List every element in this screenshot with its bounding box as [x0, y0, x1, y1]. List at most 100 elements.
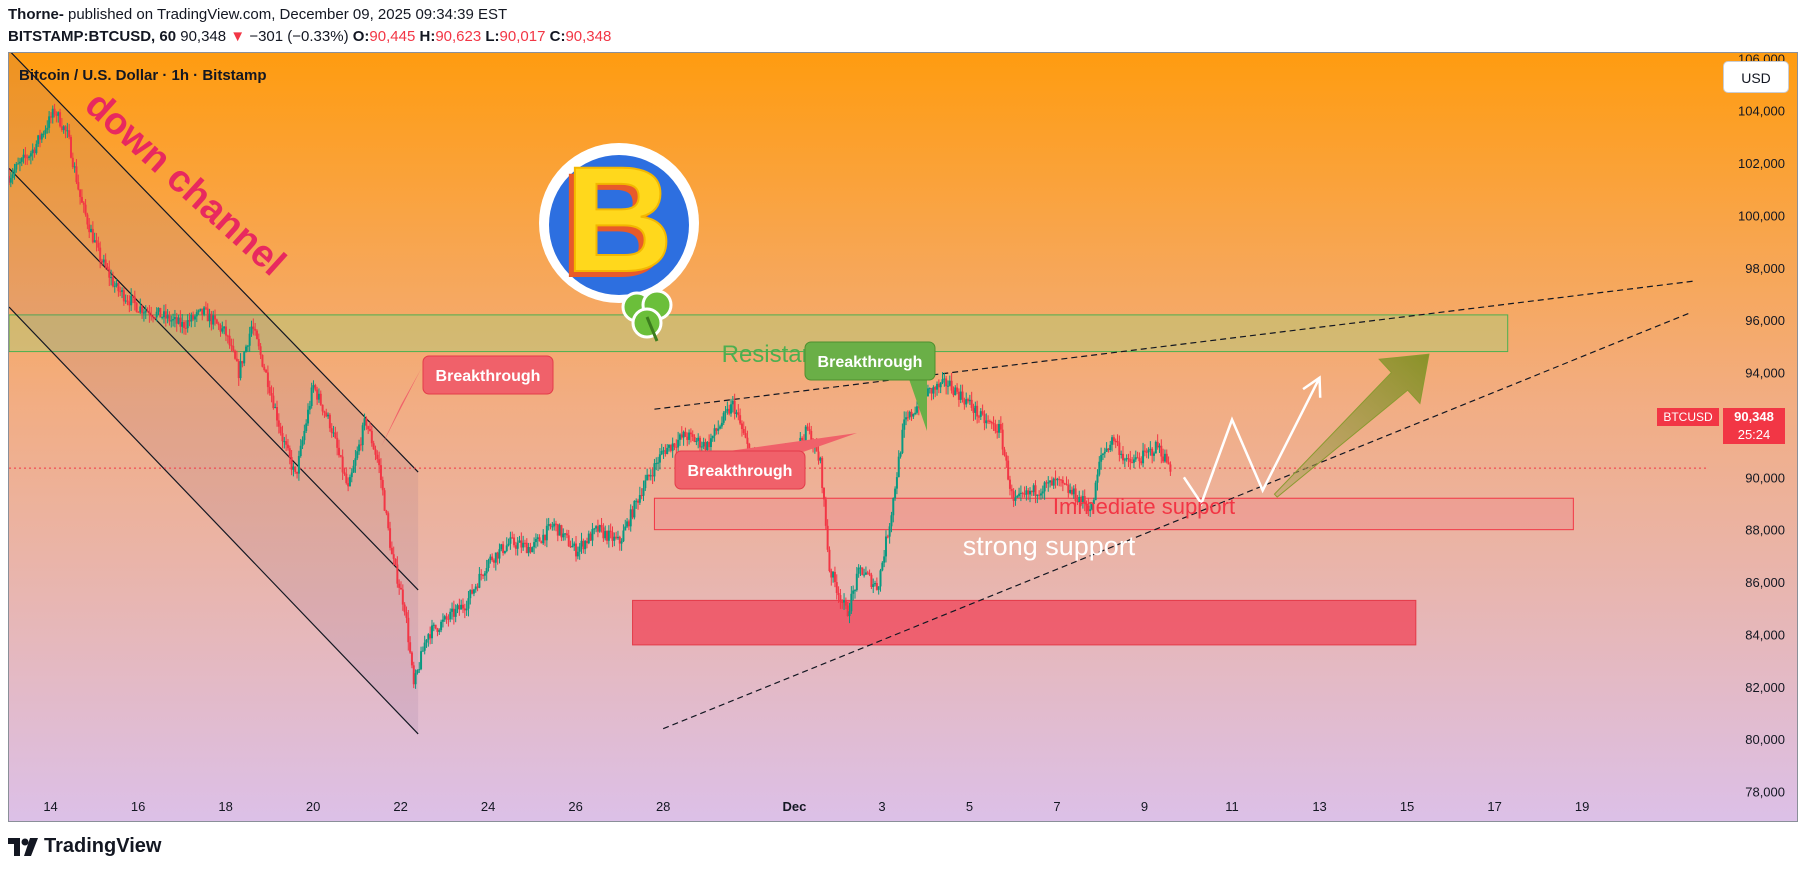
candle-body: [866, 572, 869, 574]
candle-body: [343, 472, 346, 474]
candle-body: [71, 157, 74, 167]
tradingview-footer[interactable]: TradingView: [8, 835, 161, 858]
tradingview-logo-icon: [8, 837, 38, 856]
candle-body: [370, 430, 373, 444]
candle-body: [146, 310, 149, 312]
candle-body: [715, 428, 718, 431]
candle-body: [339, 455, 342, 457]
candle: [956, 383, 959, 395]
candle-body: [378, 459, 381, 466]
candle: [235, 350, 238, 362]
candle: [438, 628, 441, 635]
candle: [1060, 479, 1063, 487]
candle-body: [837, 592, 840, 596]
candle: [968, 394, 971, 405]
candle-body: [316, 389, 319, 400]
candle: [700, 441, 703, 451]
candle-body: [108, 268, 111, 278]
candle: [717, 420, 720, 435]
candle-body: [97, 243, 100, 248]
candle: [839, 589, 842, 609]
candle-body: [1105, 448, 1108, 452]
candle: [60, 117, 63, 132]
candle: [215, 318, 218, 324]
candle: [159, 307, 162, 318]
support-trendline: [662, 311, 1692, 730]
candle: [286, 438, 289, 451]
candle: [319, 390, 322, 406]
chart-panel[interactable]: 78,000 80,000 82,000 84,000 86,000 88,000 90,0…: [8, 52, 1798, 822]
candle: [441, 613, 444, 628]
projection-arrow: [1273, 353, 1430, 498]
candle: [478, 567, 481, 589]
candle: [1125, 454, 1128, 462]
candle: [113, 281, 116, 293]
candle: [330, 423, 333, 438]
candle: [715, 427, 718, 435]
candle-body: [649, 475, 652, 477]
candle: [64, 125, 67, 139]
candle-body: [409, 642, 412, 653]
candle: [733, 393, 736, 420]
price-tag-countdown: 25:24: [1738, 427, 1771, 442]
candle: [941, 372, 944, 385]
candle-body: [454, 609, 457, 617]
candle: [890, 511, 893, 533]
candle: [1167, 456, 1170, 465]
candle: [604, 525, 607, 541]
candle-body: [565, 533, 568, 536]
candle-body: [742, 429, 745, 434]
candle: [383, 487, 386, 512]
candle: [817, 445, 820, 465]
close-label: C:: [549, 28, 566, 45]
candle-body: [155, 311, 158, 318]
candle-body: [1080, 496, 1083, 503]
candle-body: [460, 604, 463, 610]
candle-body: [595, 526, 598, 529]
chart-canvas[interactable]: 78,000 80,000 82,000 84,000 86,000 88,000 90,0…: [9, 53, 1798, 822]
candle: [613, 532, 616, 547]
candle: [1076, 494, 1079, 505]
candle: [680, 426, 683, 440]
x-tick-label: 22: [393, 799, 407, 814]
candle-body: [653, 463, 656, 477]
candle: [892, 497, 895, 523]
candle: [323, 410, 326, 418]
candle-body: [172, 319, 175, 321]
candle-body: [436, 628, 439, 632]
candle-body: [540, 541, 543, 544]
candle-body: [354, 458, 357, 466]
candle: [908, 410, 911, 420]
candle-body: [691, 434, 694, 437]
candle: [1138, 452, 1141, 468]
candle: [283, 436, 286, 449]
candle-body: [228, 335, 231, 346]
candle-body: [177, 317, 180, 324]
candle-body: [90, 228, 93, 233]
candle-body: [1039, 493, 1042, 496]
candle: [1008, 475, 1011, 496]
candle: [91, 221, 94, 244]
candle-body: [633, 500, 636, 518]
candle-body: [376, 454, 379, 460]
candle: [560, 524, 563, 542]
candle: [427, 633, 430, 647]
candle: [197, 309, 200, 315]
candle: [243, 350, 246, 367]
candle: [1054, 470, 1057, 489]
candle-body: [401, 589, 404, 605]
candle: [1050, 476, 1053, 486]
immediate-support-zone: [653, 497, 1574, 531]
candle: [452, 600, 455, 625]
currency-button[interactable]: USD: [1723, 61, 1789, 93]
candle: [214, 309, 217, 326]
breakthrough-callout-2[interactable]: Breakthrough: [674, 433, 857, 490]
breakthrough-callout-1[interactable]: Breakthrough: [381, 355, 554, 447]
candle-body: [15, 164, 18, 170]
last-price: 90,348: [180, 28, 227, 45]
candle: [274, 403, 277, 409]
candle-body: [585, 541, 588, 544]
candle-body: [232, 345, 235, 351]
candle: [582, 538, 585, 554]
breakthrough-callout-3[interactable]: Breakthrough: [804, 341, 936, 431]
